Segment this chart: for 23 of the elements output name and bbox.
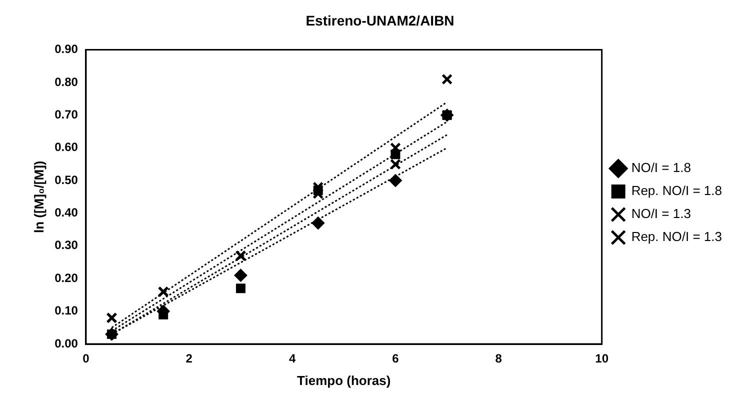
legend-label: Rep. NO/I = 1.3 xyxy=(631,229,722,244)
x-tick-label: 8 xyxy=(495,352,502,366)
x-axis-title: Tiempo (horas) xyxy=(297,372,391,388)
x-tick-label: 2 xyxy=(186,352,193,366)
y-tick-label: 0.30 xyxy=(54,238,78,252)
y-tick-label: 0.80 xyxy=(54,74,78,89)
chart-title: Estireno-UNAM2/AIBN xyxy=(306,12,454,28)
y-tick-label: 0.10 xyxy=(54,304,78,318)
legend-label: NO/I = 1.8 xyxy=(631,160,691,176)
y-tick-label: 0.60 xyxy=(54,140,78,154)
y-tick-label: 0.40 xyxy=(54,206,78,220)
y-tick-label: 0.70 xyxy=(54,107,78,122)
y-axis-title: ln ([M]₀/[M]) xyxy=(31,160,46,234)
legend-label: Rep. NO/I = 1.8 xyxy=(631,183,722,198)
y-tick-label: 0.90 xyxy=(54,42,78,56)
y-tick-label: 0.20 xyxy=(54,270,78,285)
x-tick-label: 10 xyxy=(595,352,609,366)
x-tick-label: 4 xyxy=(288,352,296,366)
legend-label: NO/I = 1.3 xyxy=(631,206,691,222)
x-tick-label: 6 xyxy=(392,352,400,366)
y-tick-label: 0.50 xyxy=(54,172,78,187)
x-tick-label: 0 xyxy=(82,352,90,366)
y-tick-label: 0.00 xyxy=(54,336,78,350)
